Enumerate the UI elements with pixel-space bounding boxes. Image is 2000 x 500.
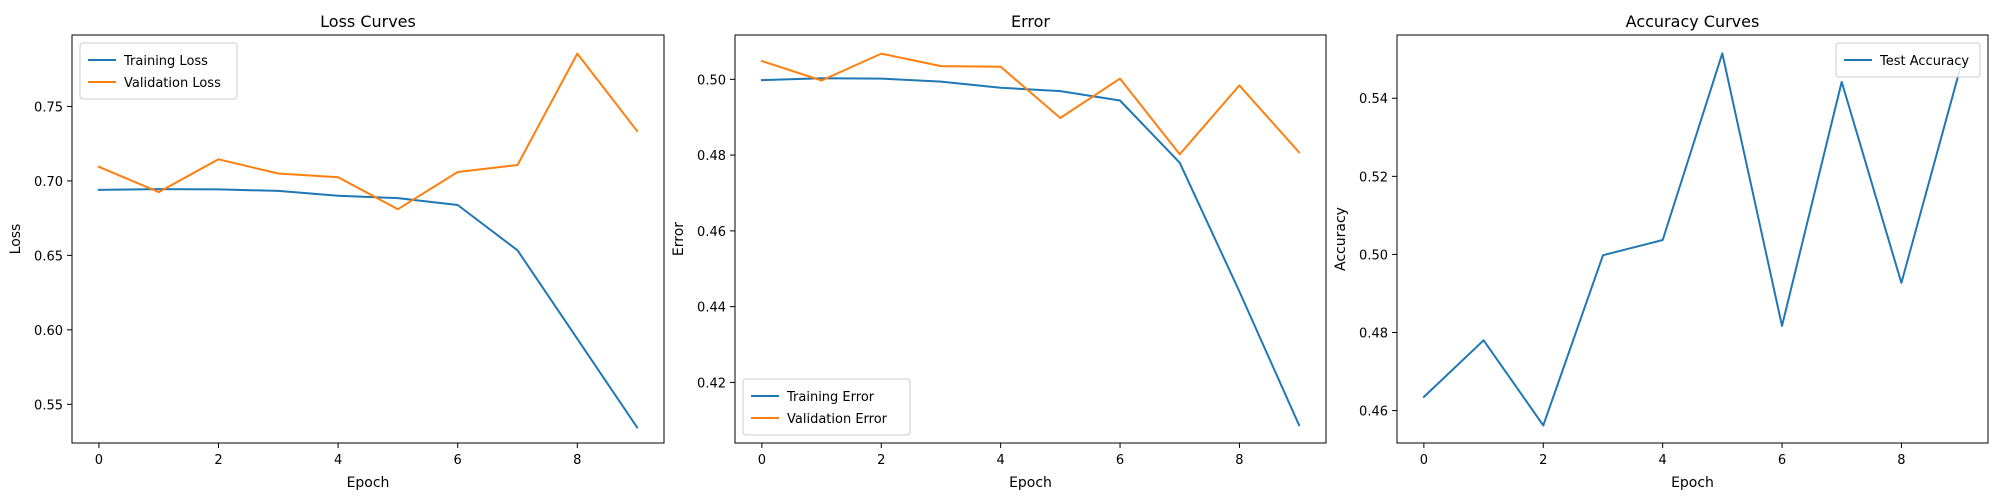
y-tick-label: 0.75 [34, 100, 63, 115]
x-tick-label: 8 [1897, 453, 1905, 468]
plot-frame [71, 34, 665, 444]
plot-frame [1396, 34, 1989, 444]
x-tick-label: 0 [95, 453, 103, 468]
x-tick-label: 2 [877, 453, 885, 468]
legend: Training Loss Validation Loss [79, 42, 238, 100]
legend-box [742, 378, 911, 436]
y-axis-label: Loss [8, 224, 24, 255]
x-tick-label: 2 [1539, 453, 1547, 468]
y-tick-label: 0.46 [1359, 405, 1388, 420]
series-line-2 [97, 52, 639, 211]
y-axis-label: Error [671, 222, 687, 256]
legend: Test Accuracy [1835, 42, 1981, 78]
chart-panel-1: Loss Curves Epoch Loss 0 2 4 6 8 0.55 0.60 0.65 0.7… [8, 12, 665, 491]
chart-panel-2: Error Epoch Error 0 2 4 6 8 0.42 0.44 0.46 0.48 0.50… [671, 12, 1327, 491]
series-line-1 [97, 188, 639, 429]
y-tick-label: 0.50 [697, 73, 726, 88]
x-tick-label: 2 [214, 453, 222, 468]
y-tick-label: 0.60 [34, 324, 63, 339]
y-tick-label: 0.46 [697, 225, 726, 240]
series-line-2 [760, 52, 1301, 156]
legend-box [1835, 42, 1981, 78]
y-tick-label: 0.48 [1359, 327, 1388, 342]
y-tick-label: 0.65 [34, 249, 63, 264]
x-tick-label: 6 [1116, 453, 1124, 468]
series-line-1 [1422, 52, 1963, 427]
x-tick-label: 4 [1659, 453, 1667, 468]
legend-label: Training Loss [123, 54, 208, 69]
legend-label: Validation Loss [124, 76, 221, 91]
y-tick-label: 0.52 [1359, 170, 1388, 185]
y-tick-label: 0.55 [34, 398, 63, 413]
legend: Training Error Validation Error [742, 378, 911, 436]
x-axis-label: Epoch [347, 475, 390, 491]
x-tick-label: 6 [1778, 453, 1786, 468]
x-tick-label: 4 [334, 453, 342, 468]
chart-title: Loss Curves [320, 12, 416, 31]
x-tick-label: 8 [1235, 453, 1243, 468]
legend-label: Training Error [786, 390, 875, 405]
y-tick-label: 0.48 [697, 149, 726, 164]
y-tick-label: 0.42 [697, 376, 726, 391]
x-tick-label: 8 [573, 453, 581, 468]
series-line-1 [760, 77, 1301, 427]
y-tick-label: 0.70 [34, 175, 63, 190]
x-tick-label: 6 [454, 453, 462, 468]
plot-frame [734, 34, 1327, 444]
legend-box [79, 42, 238, 100]
chart-title: Error [1011, 12, 1050, 31]
x-axis-label: Epoch [1009, 475, 1052, 491]
x-axis-label: Epoch [1671, 475, 1714, 491]
legend-label: Validation Error [787, 412, 888, 427]
y-tick-label: 0.44 [697, 301, 726, 316]
y-tick-label: 0.54 [1359, 92, 1388, 107]
y-tick-label: 0.50 [1359, 248, 1388, 263]
legend-label: Test Accuracy [1879, 54, 1969, 69]
chart-panel-3: Accuracy Curves Epoch Accuracy 0 2 4 6 8 0.46 0.4… [1333, 12, 1989, 491]
x-tick-label: 0 [1420, 453, 1428, 468]
y-axis-label: Accuracy [1333, 207, 1349, 271]
x-tick-label: 4 [997, 453, 1005, 468]
x-tick-label: 0 [758, 453, 766, 468]
chart-title: Accuracy Curves [1626, 12, 1760, 31]
